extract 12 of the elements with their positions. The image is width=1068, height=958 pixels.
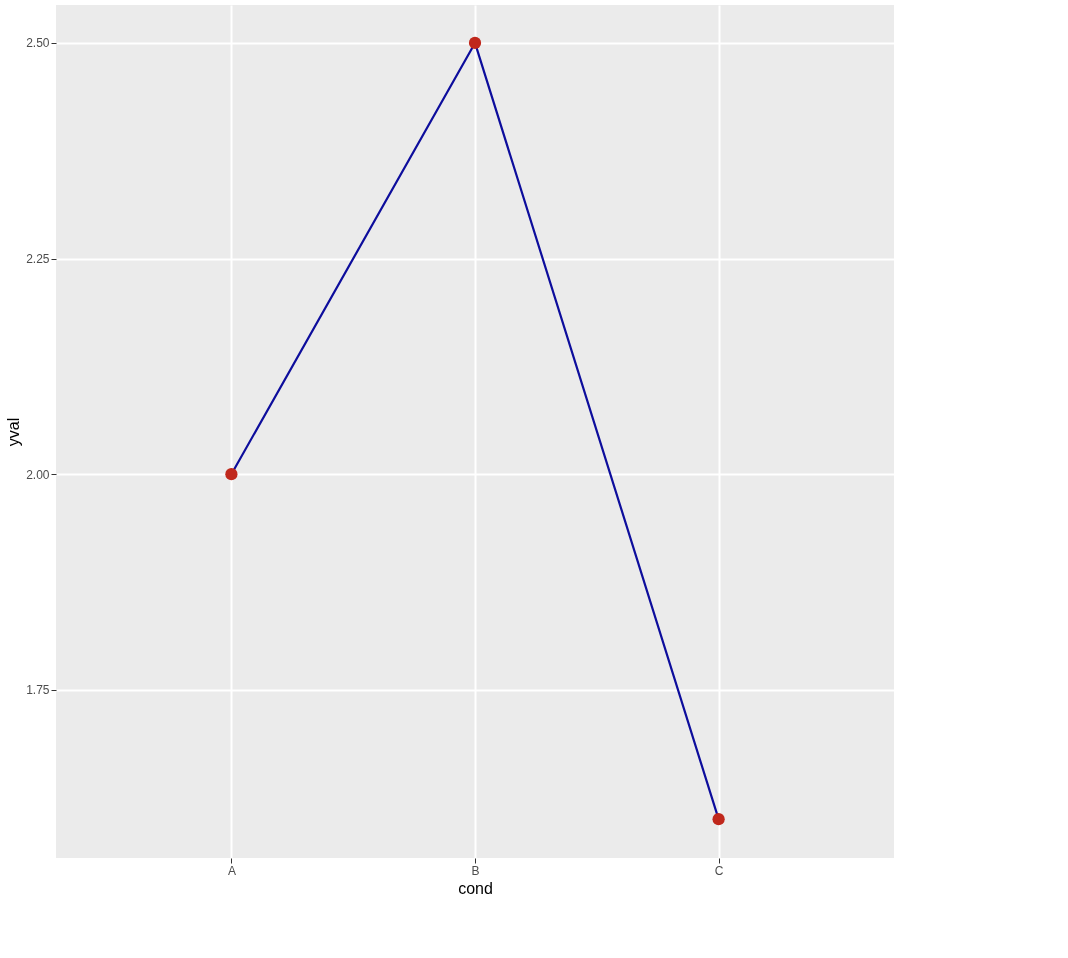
point (468, 36, 482, 50)
point (712, 813, 725, 826)
point (225, 468, 238, 481)
x-tick-label: C (714, 863, 724, 878)
y-tick-label: 2.00 (26, 467, 50, 482)
y-axis-title: yval (5, 417, 23, 447)
x-axis-title: cond (458, 879, 493, 897)
x-tick-label: A (227, 863, 236, 878)
y-tick-label: 1.75 (26, 683, 50, 698)
y-tick-label: 2.50 (26, 36, 50, 51)
y-tick-label: 2.25 (26, 252, 50, 267)
x-tick-label: B (471, 863, 480, 878)
